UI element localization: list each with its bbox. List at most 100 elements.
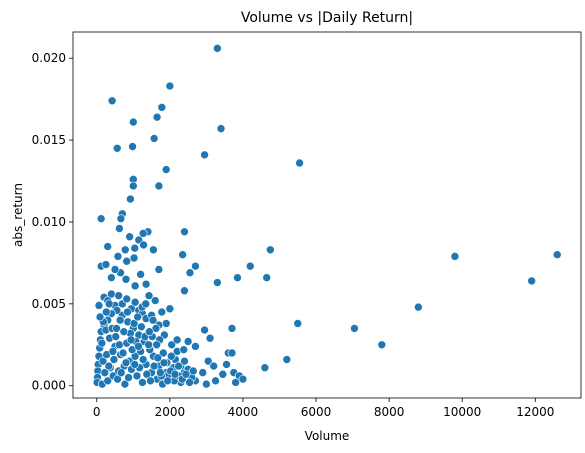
data-point	[108, 347, 118, 356]
data-point	[114, 291, 123, 300]
data-point	[119, 327, 129, 336]
data-point	[185, 378, 194, 387]
data-point	[198, 368, 208, 377]
data-point	[527, 276, 536, 286]
data-point	[141, 279, 151, 289]
data-point	[112, 324, 121, 333]
data-point	[216, 124, 226, 133]
data-point	[132, 371, 142, 381]
data-point	[152, 112, 162, 122]
data-point	[137, 322, 146, 332]
data-point	[122, 294, 132, 304]
y-tick-label: 0.015	[32, 133, 66, 147]
data-point	[129, 319, 139, 328]
data-point	[110, 265, 120, 274]
data-point	[107, 289, 116, 299]
data-point	[116, 214, 126, 223]
data-point	[134, 342, 143, 351]
data-point	[159, 358, 169, 368]
data-point	[180, 356, 189, 366]
data-point	[104, 361, 114, 371]
data-point	[213, 44, 222, 53]
data-point	[154, 181, 164, 191]
data-point	[295, 158, 304, 168]
data-point	[95, 312, 105, 322]
y-axis-label: abs_return	[11, 183, 25, 247]
data-point	[115, 340, 124, 350]
data-point	[145, 327, 154, 336]
data-point	[138, 355, 148, 364]
data-point	[227, 348, 237, 358]
data-point	[109, 355, 119, 364]
data-point	[211, 376, 220, 386]
data-point	[115, 315, 125, 325]
data-point	[125, 232, 134, 241]
data-point	[156, 368, 165, 377]
data-point	[266, 245, 275, 255]
data-point	[227, 324, 237, 333]
data-point	[107, 273, 116, 282]
data-point	[293, 319, 303, 328]
data-point	[165, 81, 175, 91]
data-point	[174, 361, 183, 371]
data-point	[200, 150, 209, 160]
y-tick-label: 0.020	[32, 51, 66, 65]
data-point	[97, 338, 107, 348]
x-tick-label: 8000	[374, 405, 405, 419]
data-point	[161, 165, 171, 174]
data-point	[185, 268, 195, 278]
scatter-points	[92, 44, 562, 389]
x-tick-label: 4000	[228, 405, 259, 419]
data-point	[122, 256, 132, 266]
x-axis-label: Volume	[305, 429, 350, 443]
data-point	[213, 278, 222, 287]
data-point	[129, 253, 139, 263]
data-point	[231, 378, 240, 387]
data-point	[233, 273, 242, 282]
data-point	[191, 261, 200, 271]
data-point	[113, 374, 122, 384]
data-point	[260, 363, 270, 373]
data-point	[120, 245, 130, 255]
data-point	[111, 332, 121, 341]
data-point	[161, 319, 171, 328]
data-point	[222, 360, 231, 369]
data-point	[104, 299, 114, 309]
data-point	[218, 369, 228, 379]
data-point	[116, 368, 126, 377]
data-point	[165, 304, 175, 314]
data-point	[101, 260, 111, 269]
x-tick-label: 0	[93, 405, 101, 419]
data-point	[142, 369, 152, 379]
data-point	[157, 307, 167, 317]
data-point	[139, 240, 148, 250]
data-point	[130, 243, 140, 253]
data-point	[121, 358, 131, 368]
data-point	[130, 281, 140, 291]
data-point	[123, 307, 132, 317]
data-point	[163, 376, 172, 386]
data-point	[121, 274, 131, 284]
data-point	[350, 324, 359, 333]
data-point	[101, 307, 111, 317]
data-point	[94, 301, 104, 310]
data-point	[120, 379, 130, 389]
data-point	[144, 291, 154, 300]
data-point	[377, 340, 387, 350]
data-point	[128, 142, 137, 151]
data-point	[282, 355, 292, 364]
data-point	[149, 134, 159, 143]
data-point	[130, 297, 140, 307]
data-point	[262, 273, 272, 282]
data-point	[152, 340, 161, 350]
data-point	[170, 369, 180, 379]
data-point	[129, 181, 138, 191]
data-point	[138, 378, 147, 387]
data-point	[126, 194, 135, 204]
data-point	[146, 376, 155, 386]
chart-title: Volume vs |Daily Return|	[241, 10, 413, 26]
data-point	[133, 312, 142, 322]
y-axis-ticks: 0.000 0.005 0.010 0.015 0.020	[32, 51, 73, 393]
data-point	[138, 229, 148, 238]
